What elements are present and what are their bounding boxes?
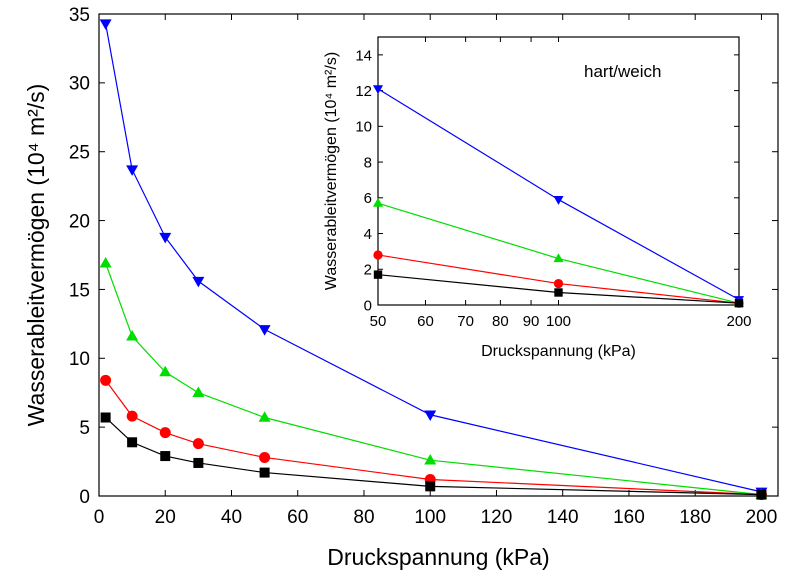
plot-frame [377, 36, 740, 306]
x-tick-label: 80 [492, 313, 509, 330]
data-point [126, 330, 139, 341]
annotation-label: hart/weich [584, 62, 661, 81]
x-tick-label: 60 [417, 313, 434, 330]
data-point [258, 411, 271, 422]
y-tick-label: 4 [364, 226, 372, 243]
data-point [99, 257, 112, 268]
y-axis-title: Wasserableitvermögen (10⁴ m²/s) [323, 52, 340, 290]
data-point [160, 451, 171, 462]
data-point [425, 481, 436, 492]
y-tick-label: 2 [364, 262, 372, 279]
data-point [554, 288, 563, 297]
y-tick-label: 10 [355, 119, 372, 136]
x-tick-label: 180 [679, 507, 711, 528]
y-tick-label: 25 [69, 143, 90, 164]
data-point [553, 196, 564, 205]
y-tick-label: 10 [69, 349, 90, 370]
x-axis-title: Druckspannung (kPa) [481, 343, 636, 360]
inset-plot: 50 60 70 80 90 100 200 0 2 4 6 8 10 12 14 Druckspannung… [323, 36, 752, 360]
x-tick-label: 120 [481, 507, 513, 528]
y-tick-label: 5 [79, 418, 90, 439]
data-point [372, 85, 384, 95]
y-tick-label: 0 [364, 297, 372, 314]
x-tick-label: 100 [546, 313, 571, 330]
data-point [259, 467, 270, 478]
data-point [373, 250, 383, 260]
data-point [99, 19, 112, 30]
y-tick-label: 12 [355, 83, 372, 100]
data-point [193, 457, 204, 468]
data-point [424, 410, 437, 421]
data-point [127, 437, 138, 448]
y-tick-label: 35 [69, 5, 90, 26]
y-axis-title: Wasserableitvermögen (10⁴ m²/s) [23, 84, 49, 427]
x-tick-label: 200 [726, 313, 751, 330]
data-point [553, 278, 564, 289]
x-tick-label: 140 [547, 507, 579, 528]
x-tick-label: 200 [746, 507, 778, 528]
y-tick-label: 15 [69, 280, 90, 301]
y-tick-label: 20 [69, 211, 90, 232]
x-tick-label: 20 [155, 507, 176, 528]
plot-frame [98, 13, 779, 497]
data-point [373, 270, 383, 279]
data-point [424, 453, 437, 465]
data-point [126, 410, 138, 422]
x-tick-label: 80 [353, 507, 374, 528]
data-point [192, 276, 205, 288]
y-tick-label: 6 [364, 190, 372, 207]
x-axis-title: Druckspannung (kPa) [327, 544, 549, 570]
data-point [159, 427, 171, 439]
data-point [100, 374, 112, 386]
x-tick-label: 90 [523, 313, 540, 330]
series-line [377, 88, 740, 301]
y-tick-label: 30 [69, 74, 90, 95]
data-point [553, 253, 564, 263]
data-point [259, 451, 271, 463]
y-tick-label: 0 [79, 487, 90, 508]
x-tick-label: 50 [370, 313, 387, 330]
data-point [126, 165, 139, 176]
data-point [159, 232, 172, 244]
data-point [100, 412, 111, 423]
data-point [192, 438, 204, 450]
data-point [159, 365, 172, 377]
y-tick-label: 14 [355, 47, 372, 64]
y-tick-label: 8 [364, 154, 372, 171]
x-tick-label: 160 [613, 507, 645, 528]
main-plot: 0 20 40 60 80 100 120 140 160 180 2000510152025303… [23, 5, 779, 570]
data-point [258, 325, 271, 336]
data-point [756, 489, 767, 500]
data-point [372, 197, 384, 207]
x-tick-label: 0 [94, 507, 105, 528]
x-tick-label: 40 [221, 507, 242, 528]
series-line [377, 202, 740, 304]
x-tick-label: 100 [414, 507, 446, 528]
x-tick-label: 60 [287, 507, 308, 528]
data-point [192, 386, 205, 397]
data-point [734, 299, 744, 308]
x-tick-label: 70 [457, 313, 474, 330]
